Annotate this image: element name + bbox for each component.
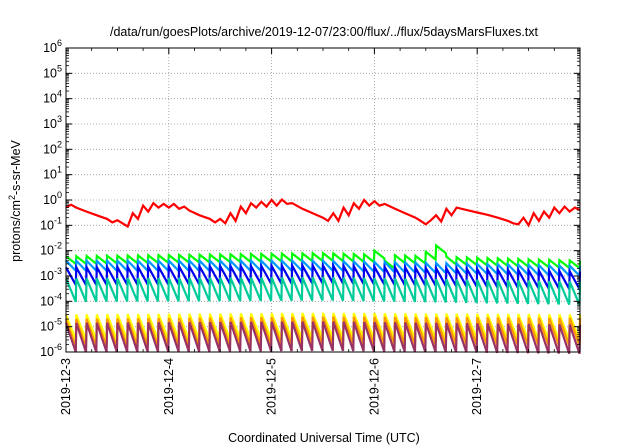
y-axis-label: protons/cm2-s-sr-MeV (7, 139, 23, 261)
y-axis: 10-6 10-5 10-4 10-3 10-2 10-1 100 101 102 103 104 1… (40, 38, 580, 359)
y-tick-label: 103 (43, 114, 62, 131)
y-tick-label: 10-6 (40, 342, 62, 359)
chart-title: /data/run/goesPlots/archive/2019-12-07/2… (110, 25, 539, 39)
grid (66, 48, 580, 352)
series-line-8 (64, 321, 582, 355)
y-tick-label: 10-4 (40, 291, 62, 308)
y-tick-label: 100 (43, 190, 62, 207)
y-tick-label: 102 (43, 139, 62, 156)
y-tick-label: 10-3 (40, 266, 62, 283)
x-tick-label: 2019-12-7 (470, 358, 484, 415)
x-axis: 2019-12-3 2019-12-4 2019-12-5 2019-12-6 2019… (59, 48, 555, 415)
x-tick-label: 2019-12-6 (367, 358, 381, 415)
series-line-1 (65, 197, 581, 229)
y-tick-label: 104 (43, 89, 62, 106)
x-tick-label: 2019-12-3 (59, 358, 73, 415)
y-tick-label: 10-1 (40, 215, 62, 232)
x-tick-label: 2019-12-5 (265, 358, 279, 415)
x-axis-label: Coordinated Universal Time (UTC) (228, 431, 420, 445)
y-axis-label-post: -s-sr-MeV (9, 139, 23, 195)
series-line-5 (64, 276, 582, 306)
y-tick-label: 10-2 (40, 241, 62, 258)
x-tick-label: 2019-12-4 (162, 358, 176, 415)
y-axis-label-sup: 2 (7, 195, 17, 200)
y-tick-label: 106 (43, 38, 62, 55)
series-group (64, 197, 582, 355)
y-tick-label: 105 (43, 63, 62, 80)
plot-frame (65, 47, 581, 353)
y-axis-label-pre: protons/cm (9, 200, 23, 262)
y-tick-label: 10-5 (40, 317, 62, 334)
y-tick-label: 101 (43, 165, 62, 182)
